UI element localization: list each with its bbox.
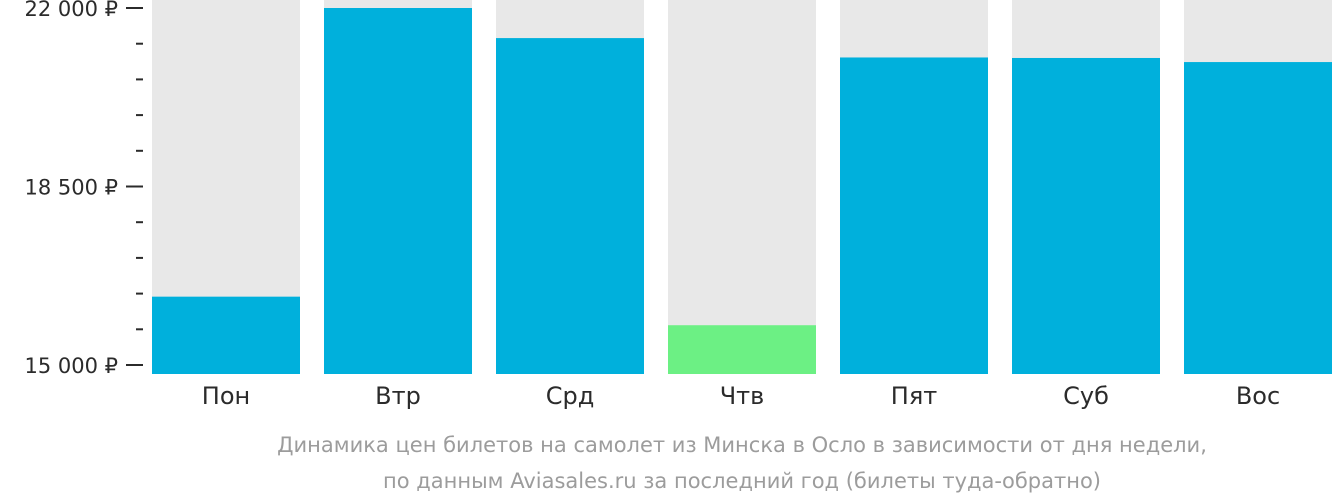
x-tick-label-5: Суб	[1063, 382, 1109, 410]
x-tick-label-3: Чтв	[720, 382, 765, 410]
y-axis: 15 000 ₽ 18 500 ₽ 22 000 ₽	[24, 0, 143, 378]
caption-line-1: Динамика цен билетов на самолет из Минск…	[277, 433, 1207, 457]
bars	[152, 8, 1332, 375]
bar-1	[324, 8, 472, 374]
x-axis: Пон Втр Срд Чтв Пят Суб Вос	[202, 382, 1280, 410]
x-tick-label-0: Пон	[202, 382, 250, 410]
x-tick-label-6: Вос	[1236, 382, 1280, 410]
x-tick-label-1: Втр	[375, 382, 421, 410]
bar-3	[668, 325, 816, 374]
column-bg-3	[668, 0, 816, 374]
bar-2	[496, 38, 644, 375]
caption-line-2: по данным Aviasales.ru за последний год …	[383, 469, 1101, 493]
x-tick-label-4: Пят	[891, 382, 937, 410]
bar-5	[1012, 57, 1160, 374]
y-tick-label-0: 15 000 ₽	[24, 354, 118, 378]
bar-6	[1184, 62, 1332, 375]
bar-0	[152, 296, 300, 374]
y-tick-label-1: 18 500 ₽	[24, 176, 118, 200]
x-tick-label-2: Срд	[546, 382, 595, 410]
bar-4	[840, 57, 988, 374]
y-tick-label-2: 22 000 ₽	[24, 0, 118, 21]
